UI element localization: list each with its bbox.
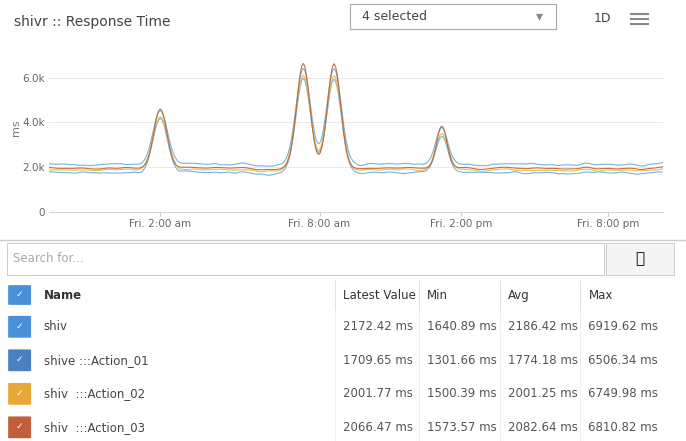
Text: Avg: Avg [508,288,530,302]
Text: 2172.42 ms: 2172.42 ms [343,320,413,333]
Text: ✓: ✓ [16,355,23,364]
FancyBboxPatch shape [9,417,30,437]
Text: 1573.57 ms: 1573.57 ms [427,421,497,434]
Y-axis label: ms: ms [11,120,21,136]
Text: 4 selected: 4 selected [362,10,427,23]
Text: Min: Min [427,288,448,302]
Text: 1500.39 ms: 1500.39 ms [427,387,497,400]
Text: 1774.18 ms: 1774.18 ms [508,354,578,367]
Text: 6749.98 ms: 6749.98 ms [589,387,659,400]
Text: Max: Max [589,288,613,302]
Text: shivr :: Response Time: shivr :: Response Time [14,15,170,30]
Text: ✓: ✓ [16,389,23,398]
Text: 1640.89 ms: 1640.89 ms [427,320,497,333]
Text: shiv  :::Action_03: shiv :::Action_03 [44,421,145,434]
Text: 2001.25 ms: 2001.25 ms [508,387,578,400]
Text: 🔍: 🔍 [635,251,645,266]
Text: Search for...: Search for... [13,252,84,265]
Text: shiv  :::Action_02: shiv :::Action_02 [44,387,145,400]
Text: 2082.64 ms: 2082.64 ms [508,421,578,434]
Text: 2001.77 ms: 2001.77 ms [343,387,413,400]
Text: shiv: shiv [44,320,68,333]
Text: ▾: ▾ [536,10,543,23]
FancyBboxPatch shape [9,317,30,337]
Text: 2066.47 ms: 2066.47 ms [343,421,413,434]
FancyBboxPatch shape [9,350,30,370]
Text: ✓: ✓ [16,422,23,431]
Text: 6919.62 ms: 6919.62 ms [589,320,659,333]
Text: shive :::Action_01: shive :::Action_01 [44,354,148,367]
Text: 6506.34 ms: 6506.34 ms [589,354,658,367]
Text: ✓: ✓ [16,321,23,331]
Text: 1709.65 ms: 1709.65 ms [343,354,413,367]
Text: 1D: 1D [593,12,611,26]
Text: Latest Value: Latest Value [343,288,416,302]
FancyBboxPatch shape [9,384,30,404]
FancyBboxPatch shape [9,286,30,304]
Text: 2186.42 ms: 2186.42 ms [508,320,578,333]
Text: Name: Name [44,288,82,302]
Text: 1301.66 ms: 1301.66 ms [427,354,497,367]
Text: 6810.82 ms: 6810.82 ms [589,421,658,434]
Text: ✓: ✓ [16,290,23,299]
